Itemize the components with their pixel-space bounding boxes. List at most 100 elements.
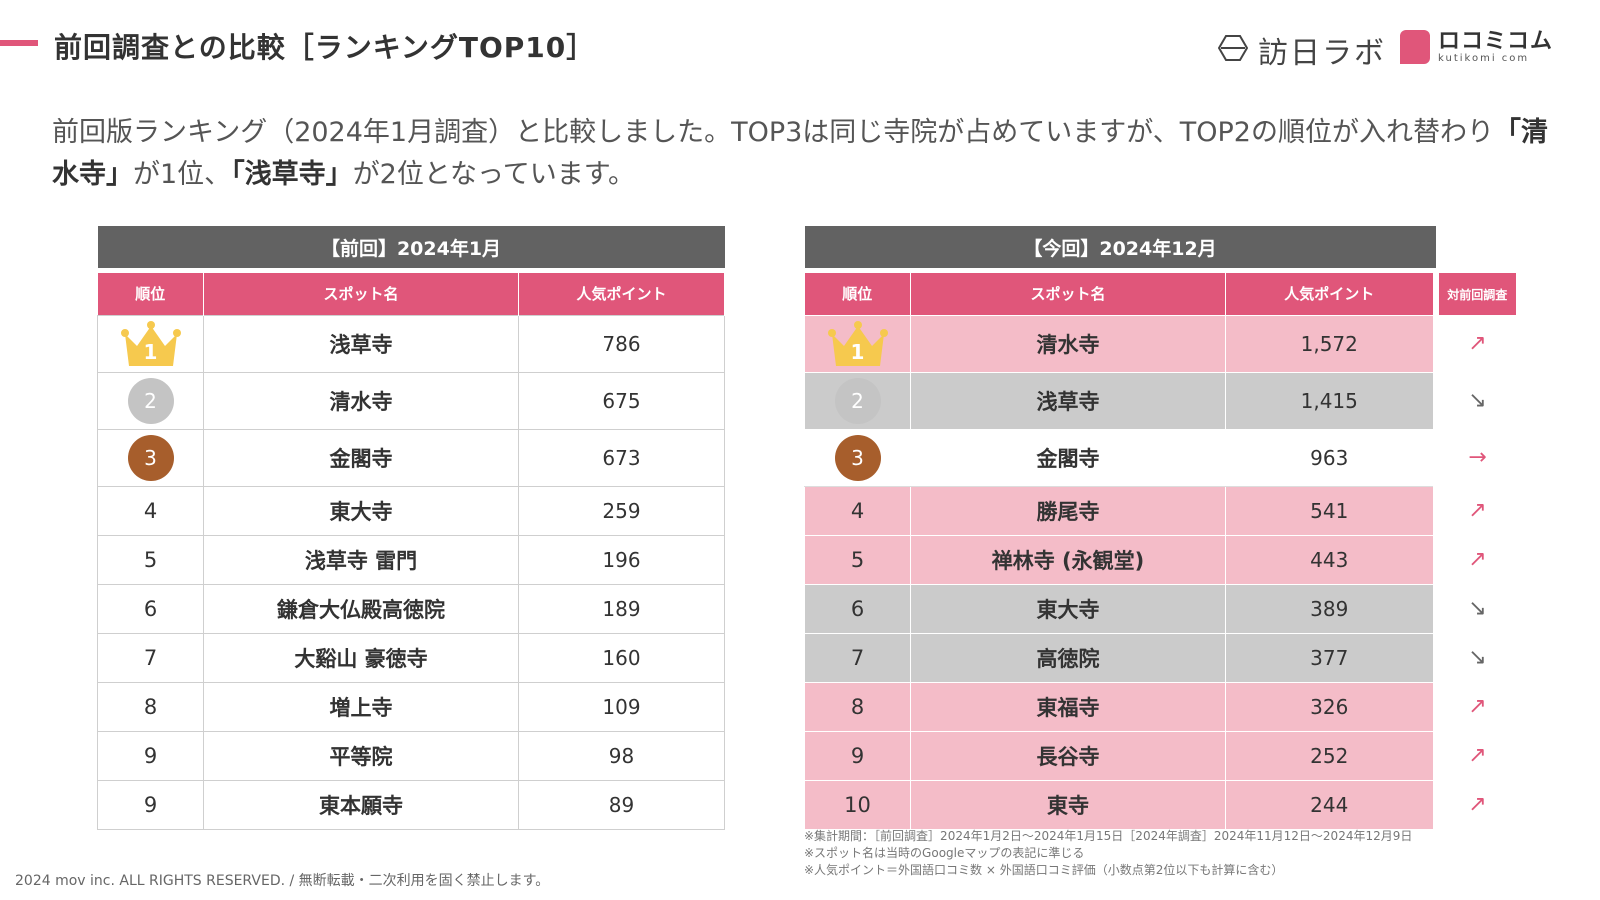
popularity-points: 1,415 [1224, 371, 1437, 430]
kuchikomi-logo-sub: kutikomi com [1438, 53, 1530, 64]
page-title: 前回調査との比較［ランキングTOP10］ [54, 31, 596, 64]
rank-number: 6 [804, 583, 911, 634]
table-caption: 【今回】2024年12月 [804, 226, 1436, 268]
spot-name: 長谷寺 [910, 730, 1226, 781]
rank-number: 10 [804, 779, 911, 830]
popularity-points: 675 [517, 371, 726, 430]
trend-up-icon: ↗ [1432, 486, 1517, 535]
spot-name: 勝尾寺 [910, 485, 1226, 536]
popularity-points: 196 [517, 534, 726, 585]
popularity-points: 673 [517, 428, 726, 487]
copyright-text: 2024 mov inc. ALL RIGHTS RESERVED. / 無断転… [15, 873, 550, 889]
previous-ranking-table: 【前回】2024年1月 順位 スポット名 人気ポイント 1 浅草寺 786 2 … [97, 226, 726, 830]
popularity-points: 89 [517, 779, 726, 830]
table-row: 9 長谷寺 252 ↗ [804, 730, 1517, 781]
spot-name: 増上寺 [203, 681, 519, 732]
popularity-points: 443 [1224, 534, 1437, 585]
footnotes: ※集計期間：［前回調査］2024年1月2日〜2024年1月15日［2024年調査… [804, 828, 1412, 879]
popularity-points: 389 [1224, 583, 1437, 634]
spot-name: 東福寺 [910, 681, 1226, 732]
table-caption: 【前回】2024年1月 [97, 226, 725, 268]
popularity-points: 189 [517, 583, 726, 634]
spot-name: 金閣寺 [203, 428, 519, 487]
spot-name: 浅草寺 [910, 371, 1226, 430]
title-accent-bar [0, 40, 38, 46]
spot-name: 禅林寺 (永観堂) [910, 534, 1226, 585]
spot-name: 浅草寺 [203, 314, 519, 373]
trend-up-icon: ↗ [1432, 780, 1517, 829]
silver-medal-icon: 2 [127, 377, 174, 424]
table-row: 4 勝尾寺 541 ↗ [804, 485, 1517, 536]
rank-number: 9 [804, 730, 911, 781]
column-header-spot: スポット名 [910, 273, 1226, 315]
footnote: ※集計期間：［前回調査］2024年1月2日〜2024年1月15日［2024年調査… [804, 829, 1413, 843]
table-row: 3 金閣寺 963 → [804, 428, 1517, 487]
popularity-points: 252 [1224, 730, 1437, 781]
lead-text: が2位となっています。 [352, 159, 636, 190]
rank-number: 8 [97, 681, 204, 732]
spot-name: 平等院 [203, 730, 519, 781]
table-row: 9 平等院 98 [97, 730, 726, 781]
popularity-points: 541 [1224, 485, 1437, 536]
rank-number: 9 [97, 779, 204, 830]
popularity-points: 160 [517, 632, 726, 683]
column-header-points: 人気ポイント [1225, 273, 1437, 315]
speech-bubble-icon [1400, 30, 1430, 64]
trend-down-icon: ↘ [1432, 633, 1517, 682]
spot-name: 東大寺 [910, 583, 1226, 634]
spot-name: 金閣寺 [910, 428, 1226, 487]
spot-name: 東本願寺 [203, 779, 519, 830]
spot-name: 清水寺 [203, 371, 519, 430]
kuchikomi-logo-text: ロコミコム [1438, 29, 1554, 54]
table-row: 8 増上寺 109 [97, 681, 726, 732]
kuchikomi-logo: ロコミコム kutikomi com [1400, 30, 1553, 64]
lead-text: 前回版ランキング（2024年1月調査）と比較しました。TOP3は同じ寺院が占めて… [52, 117, 1494, 148]
popularity-points: 326 [1224, 681, 1437, 732]
table-row: 1 清水寺 1,572 ↗ [804, 314, 1517, 373]
spot-name: 浅草寺 雷門 [203, 534, 519, 585]
table-row: 10 東寺 244 ↗ [804, 779, 1517, 830]
rank-number: 6 [97, 583, 204, 634]
spot-name: 清水寺 [910, 314, 1226, 373]
footnote: ※スポット名は当時のGoogleマップの表記に準じる [804, 846, 1085, 860]
rank-number: 9 [97, 730, 204, 781]
popularity-points: 259 [517, 485, 726, 536]
trend-flat-icon: → [1432, 429, 1517, 486]
table-row: 3 金閣寺 673 [97, 428, 726, 487]
rank-number: 7 [97, 632, 204, 683]
table-row: 7 大谿山 豪徳寺 160 [97, 632, 726, 683]
popularity-points: 786 [517, 314, 726, 373]
table-row: 6 東大寺 389 ↘ [804, 583, 1517, 634]
table-row: 8 東福寺 326 ↗ [804, 681, 1517, 732]
table-row: 7 高徳院 377 ↘ [804, 632, 1517, 683]
spot-name: 鎌倉大仏殿高徳院 [203, 583, 519, 634]
spot-name: 東大寺 [203, 485, 519, 536]
trend-up-icon: ↗ [1432, 315, 1517, 372]
popularity-points: 109 [517, 681, 726, 732]
bronze-medal-icon: 3 [127, 434, 174, 481]
rank-number: 4 [804, 485, 911, 536]
table-row: 1 浅草寺 786 [97, 314, 726, 373]
table-row: 2 清水寺 675 [97, 371, 726, 430]
popularity-points: 963 [1224, 428, 1437, 487]
bronze-medal-icon: 3 [834, 434, 881, 481]
rank-number: 5 [804, 534, 911, 585]
brand-logo: 訪日ラボ [1217, 28, 1386, 72]
silver-medal-icon: 2 [834, 377, 881, 424]
spot-name: 大谿山 豪徳寺 [203, 632, 519, 683]
gold-crown-icon: 1 [119, 320, 183, 368]
table-row: 4 東大寺 259 [97, 485, 726, 536]
table-row: 5 浅草寺 雷門 196 [97, 534, 726, 585]
rank-number: 4 [97, 485, 204, 536]
hexagon-icon [1217, 35, 1249, 65]
footnote: ※人気ポイント＝外国語口コミ数 × 外国語口コミ評価（小数点第2位以下も計算に含… [804, 863, 1284, 877]
lead-highlight: 「清水寺」 [52, 117, 1548, 190]
spot-name: 東寺 [910, 779, 1226, 830]
brand-logo-text: 訪日ラボ [1258, 36, 1386, 71]
trend-down-icon: ↘ [1432, 372, 1517, 429]
popularity-points: 1,572 [1224, 314, 1437, 373]
column-header-rank: 順位 [97, 273, 204, 315]
popularity-points: 98 [517, 730, 726, 781]
current-ranking-table: 【今回】2024年12月 順位 スポット名 人気ポイント 対前回調査 1 清水寺… [804, 226, 1518, 830]
table-row: 5 禅林寺 (永観堂) 443 ↗ [804, 534, 1517, 585]
